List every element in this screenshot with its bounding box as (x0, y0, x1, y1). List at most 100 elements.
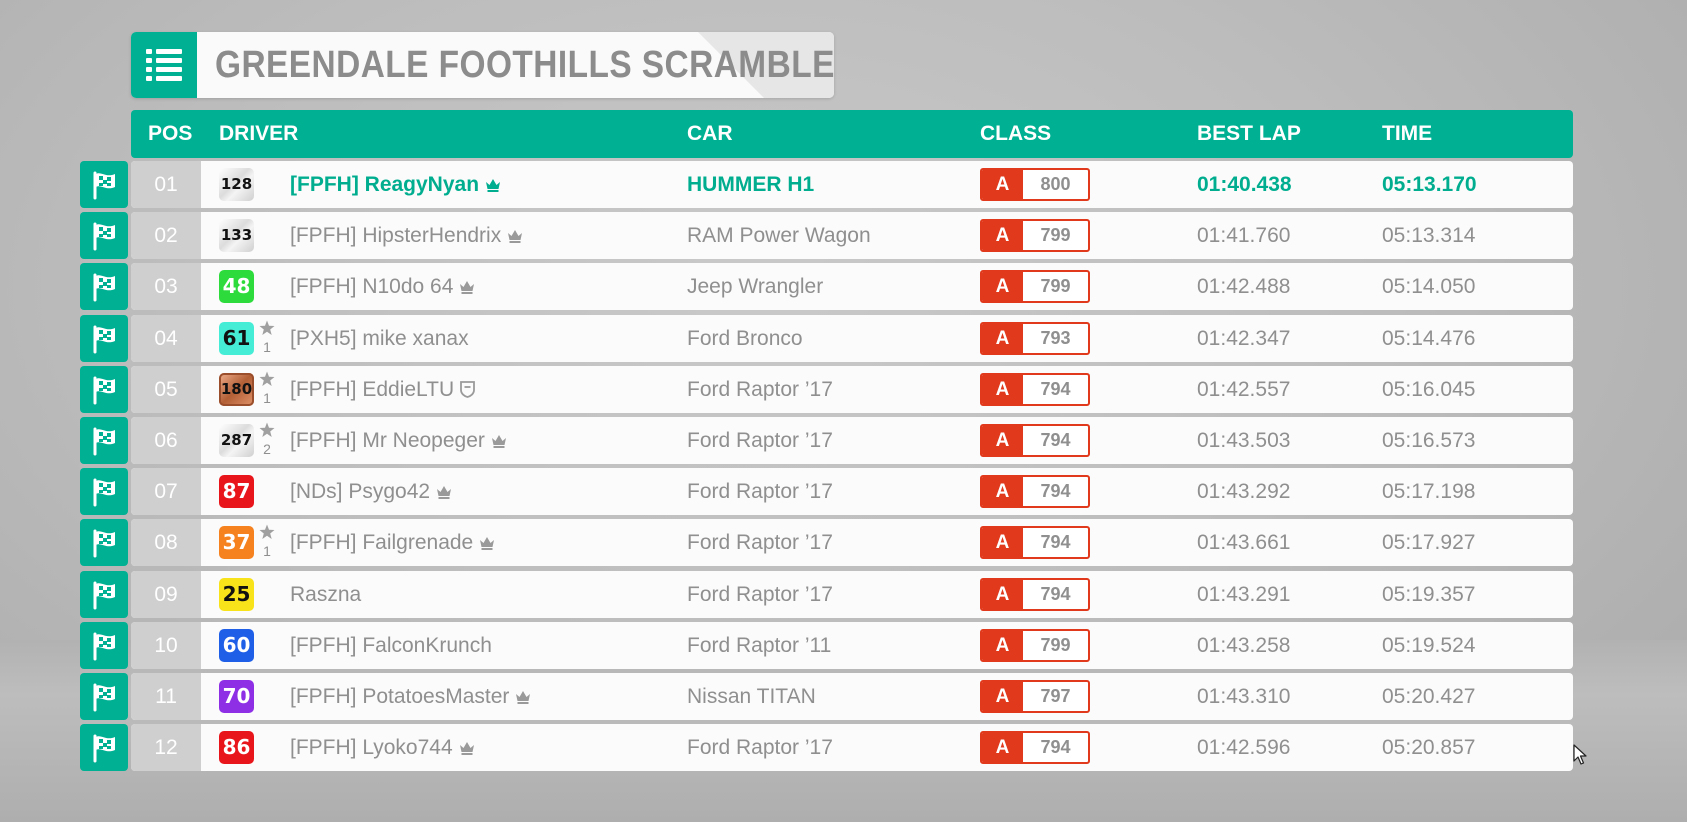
driver-name-cell[interactable]: [FPFH] N10do 64 (290, 263, 475, 310)
driver-name: [NDs] Psygo42 (290, 480, 431, 503)
best-lap: 01:43.661 (1197, 531, 1291, 554)
driver-name: [FPFH] PotatoesMaster (290, 685, 510, 708)
position: 11 (131, 673, 201, 720)
driver-name: Raszna (290, 583, 362, 606)
position: 03 (131, 263, 201, 310)
row-body: 07 87 [NDs] Psygo42 Ford Raptor ’17 A 794 01:4… (131, 468, 1573, 515)
row-body: 11 70 [FPFH] PotatoesMaster Nissan TITAN A 79… (131, 673, 1573, 720)
class-letter: A (982, 375, 1023, 404)
class-letter: A (982, 528, 1023, 557)
star-icon: 2 (259, 422, 275, 458)
table-row[interactable]: 08 37 1 [FPFH] Failgrenade Ford Raptor ’17 A 7… (80, 519, 1573, 566)
checkered-flag-icon[interactable] (80, 622, 128, 669)
crown-icon (507, 229, 523, 243)
checkered-flag-icon[interactable] (80, 519, 128, 566)
driver-name-cell[interactable]: [FPFH] FalconKrunch (290, 622, 492, 669)
driver-level-badge: 61 (219, 322, 254, 355)
position: 10 (131, 622, 201, 669)
driver-level-badge: 180 (219, 373, 254, 406)
crown-icon (485, 178, 501, 192)
driver-name-cell[interactable]: Raszna (290, 571, 361, 618)
driver-name: [PXH5] mike xanax (290, 327, 469, 350)
car-name: Jeep Wrangler (687, 275, 824, 298)
event-title-plate: GREENDALE FOOTHILLS SCRAMBLE (131, 32, 834, 98)
driver-level-badge: 287 (219, 424, 254, 457)
class-badge: A 800 (980, 168, 1090, 201)
table-row[interactable]: 04 61 1 [PXH5] mike xanax Ford Bronco A 793 01:… (80, 315, 1573, 362)
best-lap: 01:42.488 (1197, 275, 1291, 298)
checkered-flag-icon[interactable] (80, 263, 128, 310)
checkered-flag-icon[interactable] (80, 212, 128, 259)
row-body: 09 25 Raszna Ford Raptor ’17 A 794 01:43.291 05… (131, 571, 1573, 618)
driver-level-badge: 25 (219, 578, 254, 611)
checkered-flag-icon[interactable] (80, 571, 128, 618)
table-row[interactable]: 07 87 [NDs] Psygo42 Ford Raptor ’17 A 794 01:4… (80, 468, 1573, 515)
total-time: 05:14.476 (1382, 327, 1476, 350)
performance-index: 794 (1040, 430, 1071, 450)
col-class: CLASS (980, 122, 1052, 145)
total-time: 05:13.314 (1382, 224, 1476, 247)
checkered-flag-icon[interactable] (80, 468, 128, 515)
list-icon[interactable] (131, 32, 197, 98)
driver-name-cell[interactable]: [FPFH] HipsterHendrix (290, 212, 523, 259)
driver-name: [FPFH] EddieLTU (290, 378, 455, 401)
car-name: Ford Raptor ’17 (687, 531, 833, 554)
driver-name-cell[interactable]: [PXH5] mike xanax (290, 315, 469, 362)
crown-icon (459, 741, 475, 755)
driver-name-cell[interactable]: [FPFH] ReagyNyan (290, 161, 501, 208)
checkered-flag-icon[interactable] (80, 724, 128, 771)
class-badge: A 799 (980, 270, 1090, 303)
driver-name-cell[interactable]: [NDs] Psygo42 (290, 468, 452, 515)
position: 04 (131, 315, 201, 362)
best-lap: 01:41.760 (1197, 224, 1291, 247)
table-row[interactable]: 11 70 [FPFH] PotatoesMaster Nissan TITAN A 79… (80, 673, 1573, 720)
car-name: HUMMER H1 (687, 173, 815, 196)
position: 09 (131, 571, 201, 618)
car-name: Ford Raptor ’17 (687, 583, 833, 606)
table-row[interactable]: 05 180 1 [FPFH] EddieLTU Ford Raptor ’17 A 794… (80, 366, 1573, 413)
driver-name-cell[interactable]: [FPFH] Mr Neopeger (290, 417, 507, 464)
performance-index: 793 (1040, 328, 1071, 348)
driver-level-badge: 128 (219, 168, 254, 201)
col-car: CAR (687, 122, 733, 145)
star-count: 1 (263, 390, 271, 406)
car-name: Ford Bronco (687, 327, 803, 350)
class-letter: A (982, 733, 1023, 762)
driver-level-badge: 87 (219, 475, 254, 508)
checkered-flag-icon[interactable] (80, 161, 128, 208)
performance-index: 794 (1040, 737, 1071, 757)
checkered-flag-icon[interactable] (80, 315, 128, 362)
row-body: 01 128 [FPFH] ReagyNyan HUMMER H1 A 800 01:40.… (131, 161, 1573, 208)
performance-index: 797 (1040, 686, 1071, 706)
table-row[interactable]: 12 86 [FPFH] Lyoko744 Ford Raptor ’17 A 794 01… (80, 724, 1573, 771)
class-letter: A (982, 477, 1023, 506)
table-row[interactable]: 02 133 [FPFH] HipsterHendrix RAM Power Wago… (80, 212, 1573, 259)
table-row[interactable]: 06 287 2 [FPFH] Mr Neopeger Ford Raptor ’17 A… (80, 417, 1573, 464)
table-row[interactable]: 03 48 [FPFH] N10do 64 Jeep Wrangler A 799 01:4… (80, 263, 1573, 310)
table-row[interactable]: 01 128 [FPFH] ReagyNyan HUMMER H1 A 800 01:40.… (80, 161, 1573, 208)
driver-name-cell[interactable]: [FPFH] PotatoesMaster (290, 673, 531, 720)
star-count: 1 (263, 543, 271, 559)
checkered-flag-icon[interactable] (80, 417, 128, 464)
row-body: 05 180 1 [FPFH] EddieLTU Ford Raptor ’17 A 794… (131, 366, 1573, 413)
performance-index: 799 (1040, 225, 1071, 245)
class-letter: A (982, 170, 1023, 199)
driver-name: [FPFH] FalconKrunch (290, 634, 492, 657)
best-lap: 01:43.292 (1197, 480, 1291, 503)
table-row[interactable]: 10 60 [FPFH] FalconKrunch Ford Raptor ’11 A 7… (80, 622, 1573, 669)
checkered-flag-icon[interactable] (80, 673, 128, 720)
driver-name-cell[interactable]: [FPFH] EddieLTU (290, 366, 476, 413)
driver-name-cell[interactable]: [FPFH] Lyoko744 (290, 724, 475, 771)
driver-name: [FPFH] Lyoko744 (290, 736, 453, 759)
class-badge: A 799 (980, 219, 1090, 252)
checkered-flag-icon[interactable] (80, 366, 128, 413)
driver-name-cell[interactable]: [FPFH] Failgrenade (290, 519, 495, 566)
class-letter: A (982, 324, 1023, 353)
class-letter: A (982, 426, 1023, 455)
class-letter: A (982, 631, 1023, 660)
class-letter: A (982, 272, 1023, 301)
driver-level-badge: 133 (219, 219, 254, 252)
class-letter: A (982, 682, 1023, 711)
table-row[interactable]: 09 25 Raszna Ford Raptor ’17 A 794 01:43.291 05… (80, 571, 1573, 618)
star-count: 2 (263, 441, 271, 457)
